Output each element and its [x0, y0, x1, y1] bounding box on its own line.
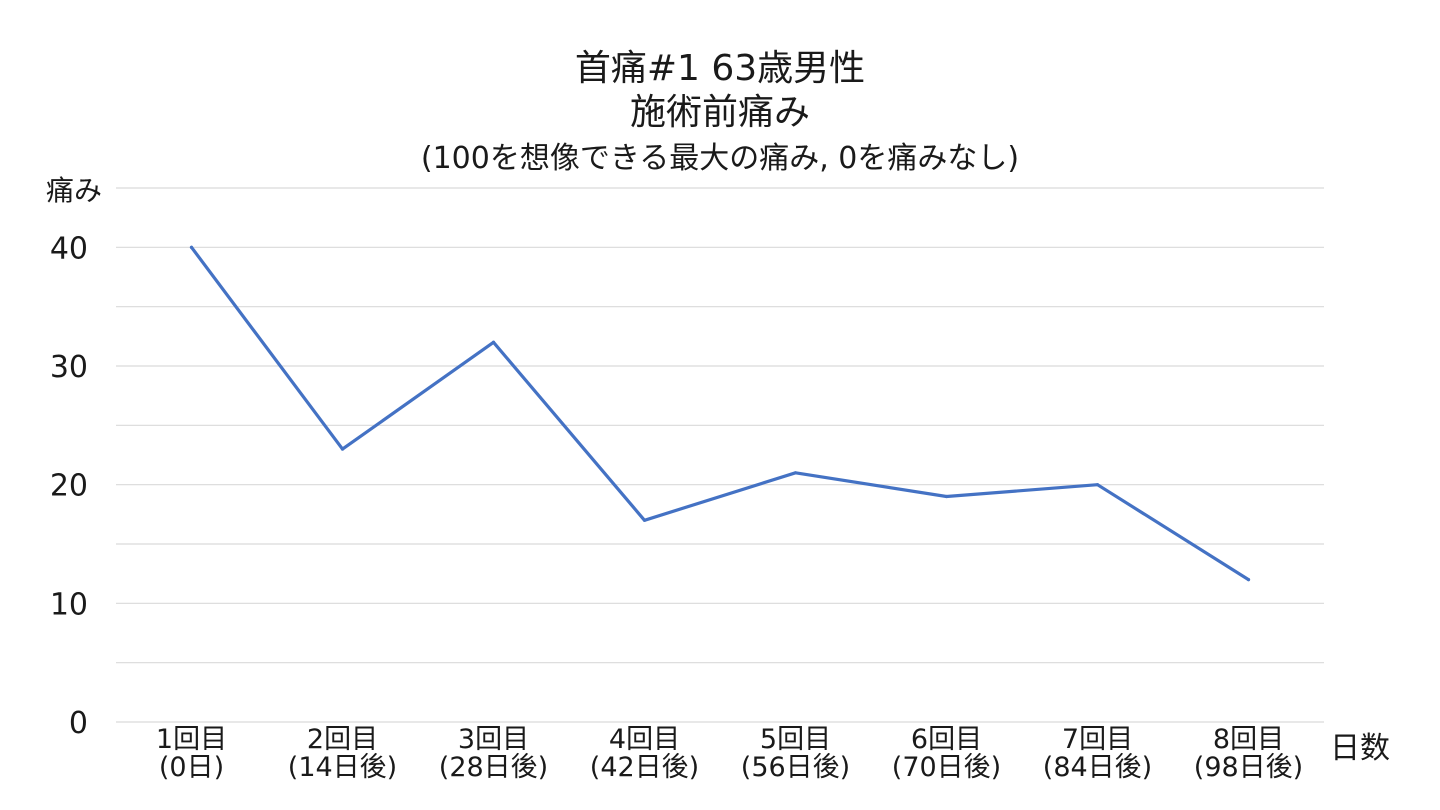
- x-tick-label: 6回目(70日後): [892, 724, 1001, 783]
- x-tick-label: 2回目(14日後): [288, 724, 397, 783]
- x-tick-label: 3回目(28日後): [439, 724, 548, 783]
- chart-subtitle: 施術前痛み: [630, 92, 810, 133]
- y-tick-label: 40: [50, 231, 88, 266]
- x-axis-label: 日数: [1330, 731, 1390, 766]
- x-tick-label-line: (28日後): [439, 752, 548, 783]
- chart-title: 首痛#1 63歳男性: [575, 48, 865, 89]
- y-axis-label: 痛み: [46, 174, 102, 207]
- y-tick-label: 20: [50, 469, 88, 504]
- x-tick-label: 1回目(0日): [156, 724, 227, 783]
- x-tick-label-line: 8回目: [1213, 724, 1284, 755]
- x-tick-label: 8回目(98日後): [1194, 724, 1303, 783]
- x-tick-label: 5回目(56日後): [741, 724, 850, 783]
- x-tick-label-line: (0日): [159, 752, 224, 783]
- data-point: [340, 447, 345, 451]
- data-point: [491, 340, 496, 344]
- x-tick-label-line: (98日後): [1194, 752, 1303, 783]
- data-point: [1246, 578, 1251, 582]
- data-point: [1095, 483, 1100, 487]
- y-tick-labels: 0 10 20 30 40: [50, 231, 88, 741]
- y-tick-label: 30: [50, 350, 88, 385]
- series-line: [189, 245, 1251, 582]
- x-tick-label: 7回目(84日後): [1043, 724, 1152, 783]
- x-tick-label-line: 1回目: [156, 724, 227, 755]
- x-tick-label-line: (84日後): [1043, 752, 1152, 783]
- data-point: [642, 518, 647, 522]
- data-point: [944, 494, 949, 499]
- x-tick-label-line: 2回目: [307, 724, 378, 755]
- x-tick-labels: 1回目(0日) 2回目(14日後) 3回目(28日後) 4回目(42日後) 5回目(56…: [156, 724, 1303, 783]
- x-tick-label-line: (56日後): [741, 752, 850, 783]
- data-point: [793, 471, 798, 475]
- x-tick-label: 4回目(42日後): [590, 724, 699, 783]
- x-tick-label-line: 5回目: [760, 724, 831, 755]
- x-tick-label-line: 3回目: [458, 724, 529, 755]
- series-layer: [189, 245, 1251, 582]
- y-tick-label: 10: [50, 587, 88, 622]
- x-tick-label-line: 4回目: [609, 724, 680, 755]
- x-tick-label-line: 7回目: [1062, 724, 1133, 755]
- chart-subtitle-note: (100を想像できる最大の痛み, 0を痛みなし): [421, 141, 1019, 176]
- data-point: [189, 245, 194, 249]
- y-tick-label: 0: [69, 706, 88, 741]
- x-tick-label-line: (14日後): [288, 752, 397, 783]
- x-tick-label-line: (70日後): [892, 752, 1001, 783]
- x-tick-label-line: (42日後): [590, 752, 699, 783]
- gridlines: [116, 187, 1324, 723]
- x-tick-label-line: 6回目: [911, 724, 982, 755]
